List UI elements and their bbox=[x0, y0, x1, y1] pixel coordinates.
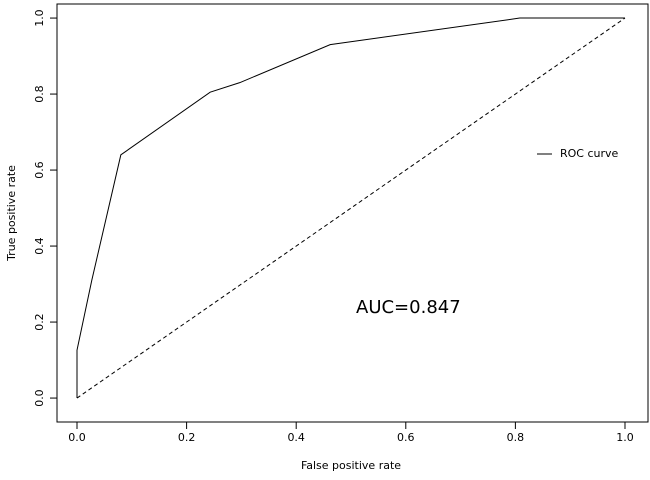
y-tick-label: 0.4 bbox=[33, 237, 46, 255]
y-tick-label: 0.8 bbox=[33, 85, 46, 103]
roc-line bbox=[76, 17, 625, 399]
legend-label: ROC curve bbox=[560, 147, 619, 160]
y-tick-label: 0.2 bbox=[33, 313, 46, 331]
y-tick-label: 0.0 bbox=[33, 389, 46, 407]
y-tick-label: 0.6 bbox=[33, 161, 46, 179]
x-axis-label: False positive rate bbox=[301, 459, 401, 472]
x-tick-label: 1.0 bbox=[616, 431, 634, 444]
x-tick-label: 0.2 bbox=[178, 431, 196, 444]
x-tick-label: 0.0 bbox=[68, 431, 86, 444]
y-axis-label: True positive rate bbox=[5, 165, 18, 262]
plot-frame bbox=[56, 3, 649, 423]
x-tick-label: 0.6 bbox=[397, 431, 415, 444]
x-tick-label: 0.8 bbox=[507, 431, 525, 444]
y-tick-label: 1.0 bbox=[33, 9, 46, 27]
reference-diagonal bbox=[76, 17, 626, 399]
auc-annotation: AUC=0.847 bbox=[356, 297, 461, 318]
x-tick-label: 0.4 bbox=[287, 431, 305, 444]
